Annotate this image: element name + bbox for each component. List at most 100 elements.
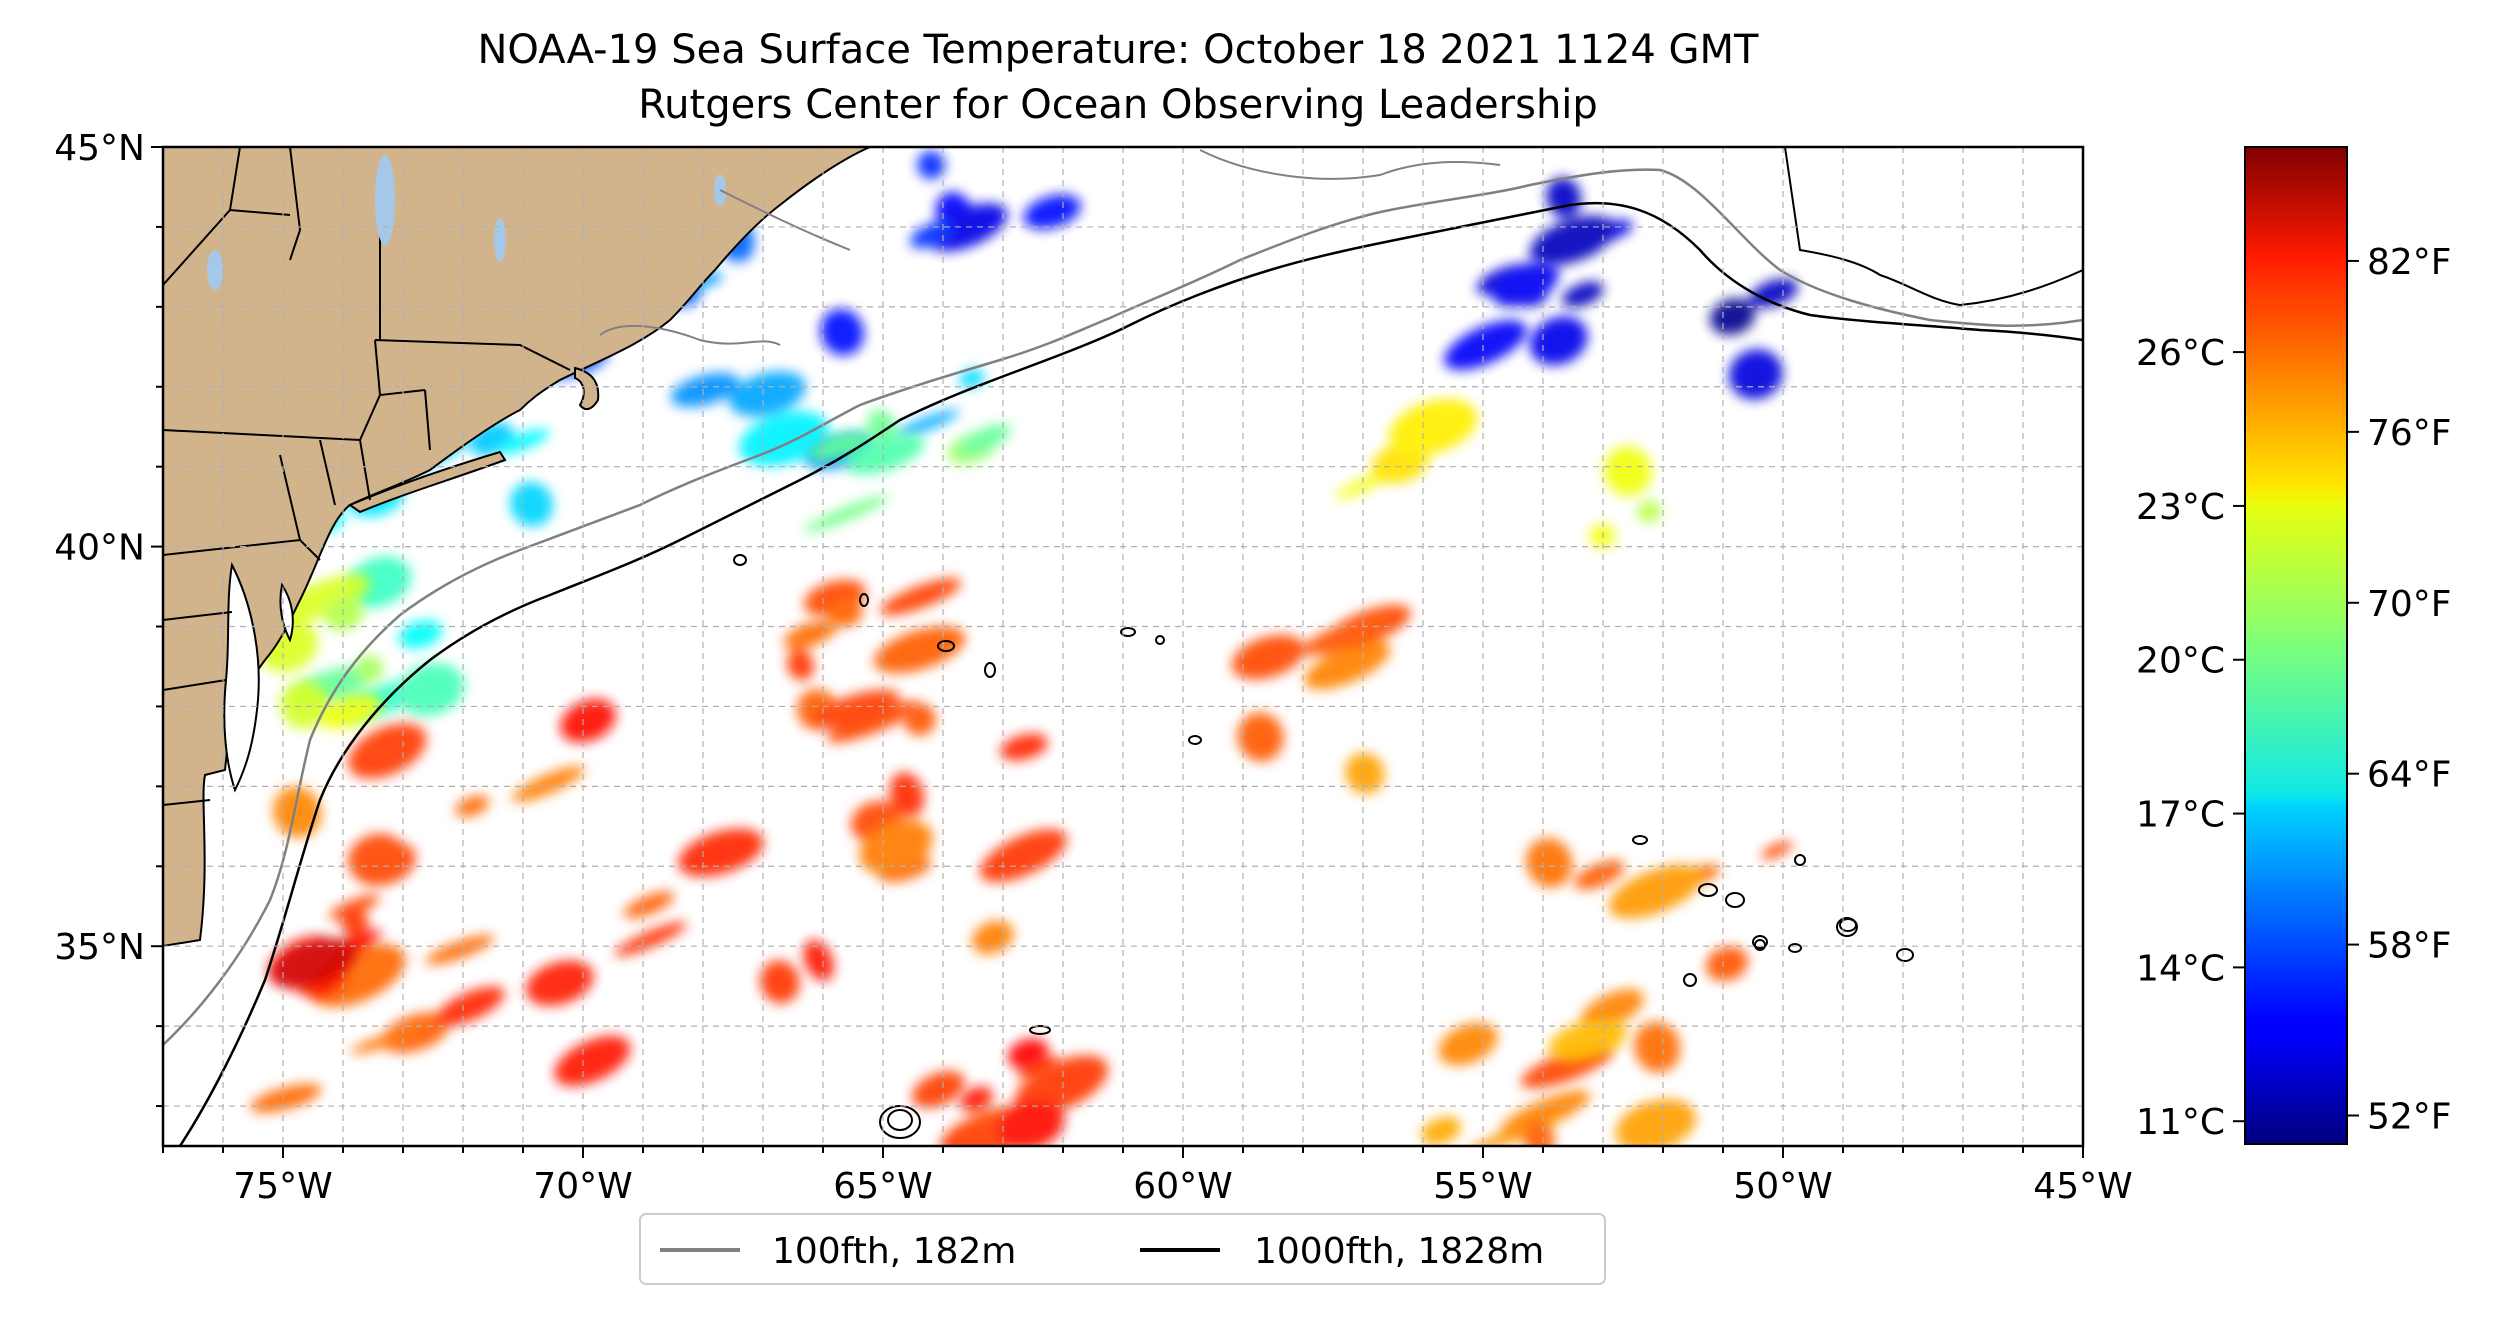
map-panel: 75°W 70°W 65°W 60°W 55°W 50°W 45°W 35°N 40°N 45°…	[54, 128, 2132, 1207]
x-tick-label: 50°W	[1733, 1166, 1832, 1207]
inland-lakes	[207, 155, 726, 290]
sst-patch	[347, 833, 406, 883]
sst-patch	[397, 662, 465, 716]
x-axis-ticks: 75°W 70°W 65°W 60°W 55°W 50°W 45°W	[162, 1146, 2133, 1207]
sst-patch	[496, 428, 550, 455]
sst-patch	[271, 938, 357, 988]
sst-patch	[783, 619, 837, 650]
sst-region	[803, 578, 966, 736]
sst-patch	[739, 411, 830, 467]
colorbar-f-label: 76°F	[2367, 413, 2452, 454]
colorbar: 52°F 58°F 64°F 70°F 76°F 82°F 11°C 14°C 17°C 20°…	[2136, 146, 2452, 1145]
sst-patch	[279, 680, 329, 729]
sst-patch	[1562, 281, 1604, 308]
sst-patch	[729, 371, 806, 417]
colorbar-c-label: 11°C	[2136, 1102, 2225, 1143]
sst-patch	[1388, 398, 1478, 456]
sst-patch	[1548, 1018, 1627, 1063]
sst-patch	[845, 434, 925, 475]
sst-patch	[274, 574, 371, 623]
x-tick-label: 55°W	[1433, 1166, 1532, 1207]
chart-title: NOAA-19 Sea Surface Temperature: October…	[478, 27, 1760, 73]
y-tick-label: 35°N	[54, 927, 145, 968]
sst-patch	[808, 431, 869, 462]
sst-patch	[398, 620, 443, 649]
y-axis-ticks: 35°N 40°N 45°N	[54, 128, 163, 1108]
x-tick-label: 45°W	[2033, 1166, 2132, 1207]
sst-patch	[859, 819, 933, 874]
sst-patch	[1522, 1120, 1555, 1146]
x-tick-label: 70°W	[533, 1166, 632, 1207]
sst-patch	[1526, 837, 1573, 888]
sst-patch	[873, 626, 966, 674]
sst-patch	[425, 934, 495, 965]
sst-patch	[979, 829, 1068, 883]
x-tick-label: 60°W	[1133, 1166, 1232, 1207]
colorbar-fahrenheit-ticks: 52°F 58°F 64°F 70°F 76°F 82°F	[2347, 242, 2452, 1138]
sst-region	[250, 723, 1068, 1113]
sst-patch	[511, 766, 585, 803]
legend: 100fth, 182m 1000fth, 1828m	[639, 1213, 1606, 1285]
sst-patch	[879, 578, 962, 616]
sst-patch	[826, 702, 919, 743]
sst-patch	[1529, 316, 1588, 366]
colorbar-f-label: 64°F	[2367, 755, 2452, 796]
sst-patch	[350, 1026, 424, 1054]
sst-patch	[670, 372, 740, 407]
sst-patch	[329, 894, 380, 920]
colorbar-c-label: 14°C	[2136, 948, 2225, 989]
sst-patch	[1304, 640, 1391, 690]
long-island	[347, 450, 507, 514]
sst-patch	[809, 689, 900, 729]
y-tick-label: 45°N	[54, 128, 145, 169]
sst-patch	[623, 891, 675, 919]
sst-patch	[1761, 841, 1793, 860]
y-tick-label: 40°N	[54, 528, 145, 569]
sst-patch	[1749, 278, 1799, 308]
sst-patch	[250, 1083, 322, 1113]
sst-patch	[889, 772, 925, 818]
colorbar-f-label: 58°F	[2367, 926, 2452, 967]
x-tick-label: 65°W	[833, 1166, 932, 1207]
sst-patch	[1615, 1099, 1697, 1146]
gridlines	[163, 147, 2083, 1146]
sst-patch	[959, 1086, 993, 1112]
sst-patch	[272, 786, 322, 838]
sst-region	[268, 930, 383, 997]
sst-patch	[455, 795, 490, 817]
colorbar-f-label: 52°F	[2367, 1097, 2452, 1138]
sst-region	[560, 619, 919, 743]
colorbar-f-label: 70°F	[2367, 584, 2452, 625]
sst-region	[803, 409, 1011, 533]
sst-patch	[1444, 320, 1527, 370]
sst-region	[1520, 837, 1793, 1146]
sst-patch	[678, 828, 764, 877]
sst-patch	[759, 960, 800, 1004]
sst-patch	[1018, 1055, 1059, 1080]
sst-patch	[1608, 864, 1703, 919]
sst-patch	[911, 1071, 965, 1108]
sst-region	[1444, 261, 1604, 370]
sst-patch	[964, 1106, 1015, 1126]
sst-patch	[1023, 194, 1081, 230]
colorbar-f-label: 82°F	[2367, 242, 2452, 283]
sst-patch	[355, 655, 383, 683]
sst-region	[257, 574, 383, 729]
sst-patch	[1709, 298, 1756, 335]
sst-patch	[786, 649, 815, 681]
sst-patch	[803, 495, 889, 533]
sst-patch	[996, 1098, 1065, 1146]
sst-patch	[510, 481, 553, 527]
contour-1000fth	[178, 201, 2083, 1146]
seamounts	[733, 554, 1914, 1139]
sst-patch	[1705, 946, 1749, 982]
sst-patch	[917, 150, 946, 180]
sst-patch	[1500, 1090, 1591, 1136]
sst-heatmap	[250, 150, 1799, 1146]
chesapeake-bay	[223, 561, 260, 793]
sst-patch	[324, 596, 364, 631]
colorbar-gradient	[2244, 146, 2348, 1145]
legend-label-100fth: 100fth, 182m	[772, 1231, 1016, 1272]
nova-scotia	[1783, 147, 2083, 307]
colorbar-c-label: 23°C	[2136, 487, 2225, 528]
